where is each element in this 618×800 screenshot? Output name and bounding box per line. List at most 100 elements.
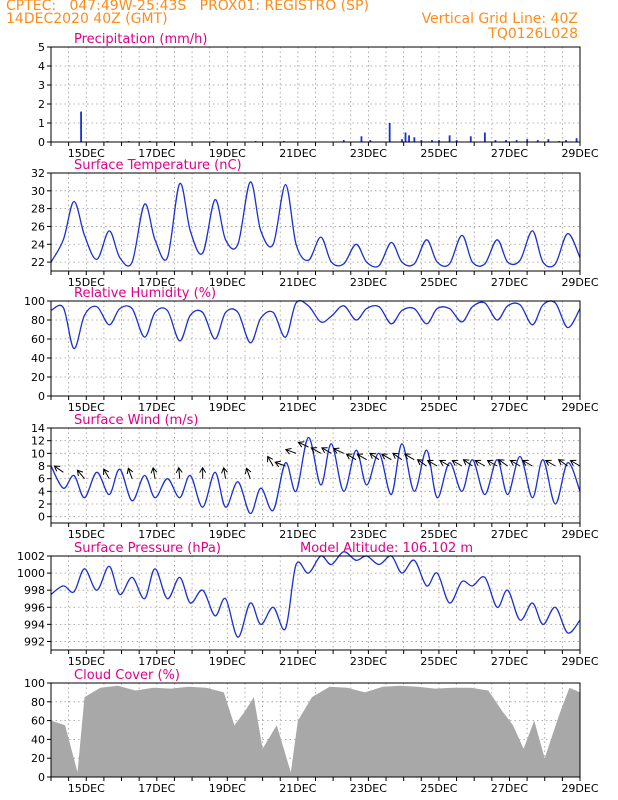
wind-arrow [380, 453, 392, 461]
precipitation-title: Precipitation (mm/h) [74, 32, 207, 47]
wind-x-tick-label: 15DEC [68, 528, 105, 541]
wind-arrow [497, 459, 508, 467]
wind-y-tick-label: 0 [38, 511, 45, 524]
cloud-cover-y-tick-label: 100 [24, 677, 45, 690]
precipitation-bar [515, 140, 518, 142]
precipitation-bar [420, 140, 423, 142]
wind-arrow [451, 459, 463, 467]
precipitation-bar [431, 140, 433, 142]
cloud-cover-y-tick-label: 80 [31, 696, 45, 709]
temperature-y-tick-label: 30 [31, 185, 45, 198]
precipitation-bar [547, 139, 550, 142]
pressure-x-tick-label: 15DEC [68, 655, 105, 668]
precipitation-x-tick-label: 17DEC [138, 147, 175, 160]
header-grid-line-note: Vertical Grid Line: 40Z [421, 11, 578, 27]
pressure-y-tick-label: 992 [24, 635, 45, 648]
wind-arrow [321, 447, 332, 454]
wind-x-tick-label: 23DEC [350, 528, 387, 541]
temperature-y-tick-label: 22 [31, 256, 45, 269]
humidity-y-tick-label: 40 [31, 352, 45, 365]
precipitation-x-tick-label: 29DEC [561, 147, 598, 160]
cloud-cover-y-tick-label: 40 [31, 733, 45, 746]
wind-arrow [267, 455, 274, 467]
temperature-y-tick-label: 28 [31, 203, 45, 216]
pressure-series-line [50, 551, 581, 638]
temperature-x-tick-label: 29DEC [561, 276, 598, 289]
cloud-cover-x-tick-label: 19DEC [209, 782, 246, 795]
wind-x-tick-label: 19DEC [209, 528, 246, 541]
wind-y-tick-label: 10 [31, 447, 45, 460]
cloud-cover-x-tick-label: 21DEC [279, 782, 316, 795]
temperature-frame [50, 172, 581, 272]
precipitation-x-tick-label: 21DEC [279, 147, 316, 160]
humidity-frame [50, 300, 581, 397]
wind-arrow [274, 460, 286, 468]
cloud-cover-title: Cloud Cover (%) [74, 668, 180, 683]
temperature-x-tick-label: 15DEC [68, 276, 105, 289]
temperature-series-line [50, 181, 581, 268]
precipitation-y-tick-label: 0 [38, 136, 45, 149]
wind-y-tick-label: 6 [38, 473, 45, 486]
pressure-x-tick-label: 19DEC [209, 655, 246, 668]
wind-y-tick-label: 8 [38, 460, 45, 473]
precipitation-panel: 0 1 2 3 4 5 15DEC 17DEC 19DEC 21DEC 23DEC 25DEC 27DE… [38, 32, 599, 160]
pressure-y-tick-label: 998 [24, 584, 45, 597]
precipitation-bar [494, 140, 497, 142]
precipitation-bar [342, 140, 345, 142]
wind-arrow [175, 466, 183, 479]
precipitation-bar [80, 111, 82, 142]
temperature-y-tick-label: 24 [31, 238, 45, 251]
wind-title: Surface Wind (m/s) [74, 413, 198, 428]
precipitation-y-tick-label: 5 [38, 41, 45, 54]
wind-arrow [416, 459, 427, 467]
precipitation-bar [536, 140, 539, 142]
pressure-y-tick-label: 996 [24, 601, 45, 614]
precipitation-bar [408, 135, 410, 142]
wind-arrow [462, 459, 473, 467]
wind-x-tick-label: 25DEC [420, 528, 457, 541]
humidity-title: Relative Humidity (%) [74, 286, 216, 301]
wind-arrow [403, 453, 415, 461]
humidity-panel: 0 20 40 60 80 100 15DEC 17DEC 19DEC 21DEC 23DEC 25D… [24, 286, 599, 414]
temperature-x-tick-label: 27DEC [491, 276, 528, 289]
precipitation-bar [575, 138, 578, 142]
pressure-y-tick-label: 994 [24, 618, 45, 631]
precipitation-x-tick-label: 27DEC [491, 147, 528, 160]
wind-y-tick-label: 2 [38, 498, 45, 511]
wind-arrow [221, 466, 228, 479]
precipitation-x-tick-label: 19DEC [209, 147, 246, 160]
wind-arrow [369, 452, 380, 461]
precipitation-bar [483, 132, 486, 142]
precipitation-y-tick-label: 1 [38, 117, 45, 130]
temperature-panel: 22 24 26 28 30 32 15DEC 17DEC 19DEC 21DEC 23DEC 25D… [31, 158, 599, 289]
cloud-cover-y-tick-label: 20 [31, 752, 45, 765]
temperature-x-tick-label: 21DEC [279, 276, 316, 289]
pressure-x-tick-label: 23DEC [350, 655, 387, 668]
precipitation-y-tick-label: 2 [38, 98, 45, 111]
humidity-x-tick-label: 17DEC [138, 401, 175, 414]
temperature-title: Surface Temperature (nC) [74, 158, 242, 173]
wind-arrow [426, 459, 438, 467]
precipitation-y-tick-label: 4 [38, 60, 45, 73]
precipitation-x-tick-label: 23DEC [350, 147, 387, 160]
humidity-x-tick-label: 29DEC [561, 401, 598, 414]
wind-arrow [126, 467, 134, 479]
wind-y-tick-label: 4 [38, 485, 45, 498]
pressure-y-tick-label: 1002 [17, 550, 45, 563]
pressure-y-tick-label: 1000 [17, 567, 45, 580]
precipitation-bar [388, 123, 391, 142]
header-run-date: 14DEC2020 40Z (GMT) [6, 11, 168, 27]
wind-arrow [76, 469, 85, 479]
wind-x-tick-label: 21DEC [279, 528, 316, 541]
wind-x-tick-label: 27DEC [491, 528, 528, 541]
precipitation-y-tick-label: 3 [38, 79, 45, 92]
temperature-x-tick-label: 23DEC [350, 276, 387, 289]
humidity-x-tick-label: 27DEC [491, 401, 528, 414]
cloud-cover-y-tick-label: 0 [38, 771, 45, 784]
pressure-frame [50, 555, 581, 651]
wind-arrow [557, 459, 568, 467]
pressure-panel: 992 994 996 998 1000 1002 15DEC 17DEC 19DEC 21DEC… [17, 541, 599, 668]
temperature-y-tick-label: 32 [31, 167, 45, 180]
wind-frame [50, 427, 581, 524]
